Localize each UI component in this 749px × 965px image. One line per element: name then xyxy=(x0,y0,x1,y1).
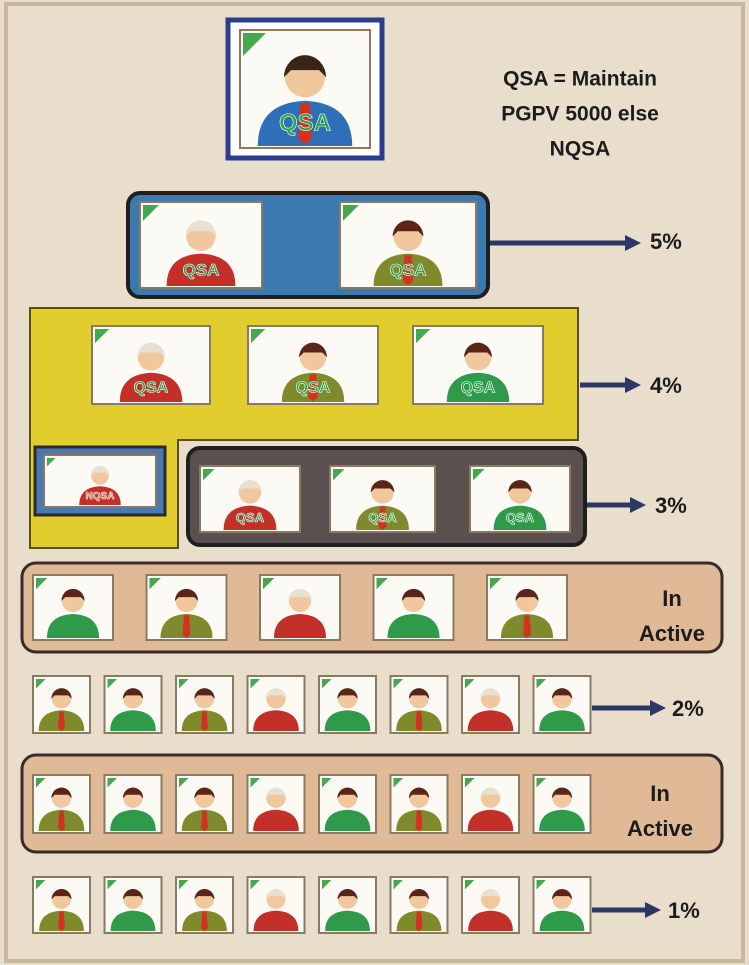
icon-tie xyxy=(201,811,208,831)
person-icon: QSA xyxy=(92,326,210,404)
person-icon: QSA xyxy=(140,202,262,288)
status-box xyxy=(22,563,722,652)
icon-label: QSA xyxy=(296,380,331,397)
icon-label: QSA xyxy=(368,510,397,525)
rule-note: NQSA xyxy=(550,138,611,161)
person-icon xyxy=(33,877,90,933)
person-icon: NQSA xyxy=(44,455,156,507)
icon-label: QSA xyxy=(506,510,535,525)
rate-label: In xyxy=(650,781,670,806)
person-icon: QSA xyxy=(330,466,435,532)
icon-tie xyxy=(201,711,208,731)
person-icon xyxy=(319,877,376,933)
icon-label: QSA xyxy=(183,260,220,279)
person-icon xyxy=(176,676,233,733)
person-icon: QSA xyxy=(413,326,543,404)
person-icon xyxy=(248,775,305,833)
rule-note: PGPV 5000 else xyxy=(501,103,659,126)
person-icon xyxy=(147,575,227,640)
person-icon xyxy=(462,877,519,933)
icon-tie xyxy=(58,912,65,932)
person-icon: QSA xyxy=(240,30,370,148)
icon-tie xyxy=(416,912,423,932)
person-icon xyxy=(105,676,162,733)
person-icon xyxy=(105,877,162,933)
person-icon xyxy=(319,676,376,733)
person-icon xyxy=(260,575,340,640)
rate-label: Active xyxy=(639,621,705,646)
person-icon: QSA xyxy=(248,326,378,404)
person-icon xyxy=(33,775,90,833)
person-icon xyxy=(462,775,519,833)
person-icon xyxy=(248,676,305,733)
rate-label: 5% xyxy=(650,229,682,254)
icon-tie xyxy=(523,615,531,638)
person-icon xyxy=(487,575,567,640)
person-icon xyxy=(391,877,448,933)
icon-tie xyxy=(58,811,65,831)
rate-label: 1% xyxy=(668,898,700,923)
person-icon xyxy=(33,676,90,733)
person-icon xyxy=(319,775,376,833)
person-icon xyxy=(462,676,519,733)
person-icon xyxy=(391,775,448,833)
icon-label: QSA xyxy=(134,380,169,397)
page: {"top_node": {"label": "QSA"}, "rule_not… xyxy=(0,0,749,965)
icon-label: QSA xyxy=(390,260,427,279)
person-icon xyxy=(248,877,305,933)
person-icon: QSA xyxy=(200,466,300,532)
rate-label: 3% xyxy=(655,493,687,518)
tier-diagram: QSA QSA = Maintain PGPV 5000 else NQSA QSA QS… xyxy=(0,0,749,965)
person-icon xyxy=(534,775,591,833)
person-icon: QSA xyxy=(340,202,476,288)
icon-tie xyxy=(58,711,65,731)
rate-label: 2% xyxy=(672,696,704,721)
person-icon xyxy=(33,575,113,640)
person-icon xyxy=(391,676,448,733)
person-icon xyxy=(534,676,591,733)
icon-tie xyxy=(416,811,423,831)
person-icon: QSA xyxy=(470,466,570,532)
icon-tie xyxy=(416,711,423,731)
person-icon xyxy=(176,877,233,933)
icon-label: QSA xyxy=(236,510,265,525)
rule-note: QSA = Maintain xyxy=(503,68,657,91)
icon-label: QSA xyxy=(461,380,496,397)
rate-label: 4% xyxy=(650,373,682,398)
person-icon xyxy=(534,877,591,933)
rate-label: Active xyxy=(627,816,693,841)
icon-label: NQSA xyxy=(86,491,115,502)
person-icon xyxy=(176,775,233,833)
person-icon xyxy=(105,775,162,833)
rate-label: In xyxy=(662,586,682,611)
icon-tie xyxy=(201,912,208,932)
person-icon xyxy=(374,575,454,640)
icon-tie xyxy=(183,615,191,638)
icon-label: QSA xyxy=(279,110,331,137)
